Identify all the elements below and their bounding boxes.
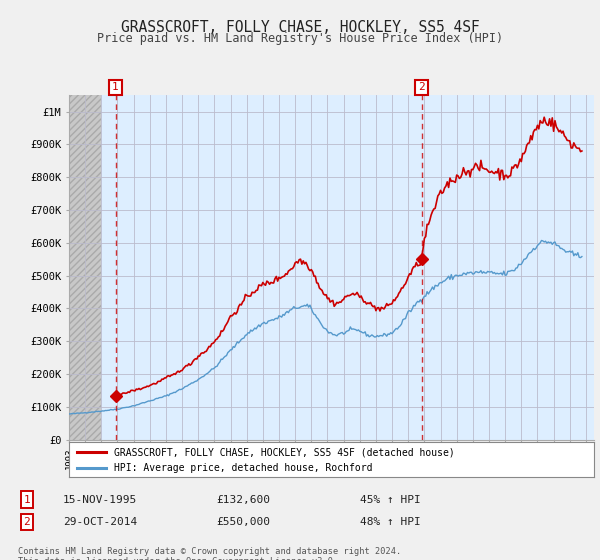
Text: Contains HM Land Registry data © Crown copyright and database right 2024.
This d: Contains HM Land Registry data © Crown c… (18, 547, 401, 560)
Text: 48% ↑ HPI: 48% ↑ HPI (360, 517, 421, 527)
Text: 15-NOV-1995: 15-NOV-1995 (63, 494, 137, 505)
Text: GRASSCROFT, FOLLY CHASE, HOCKLEY, SS5 4SF: GRASSCROFT, FOLLY CHASE, HOCKLEY, SS5 4S… (121, 20, 479, 35)
Text: 1: 1 (112, 82, 119, 92)
Text: £550,000: £550,000 (216, 517, 270, 527)
Text: £132,600: £132,600 (216, 494, 270, 505)
Text: 2: 2 (23, 517, 31, 527)
Bar (69, 95, 101, 440)
Text: 29-OCT-2014: 29-OCT-2014 (63, 517, 137, 527)
Text: 1: 1 (23, 494, 31, 505)
Text: GRASSCROFT, FOLLY CHASE, HOCKLEY, SS5 4SF (detached house): GRASSCROFT, FOLLY CHASE, HOCKLEY, SS5 4S… (113, 447, 454, 457)
Text: HPI: Average price, detached house, Rochford: HPI: Average price, detached house, Roch… (113, 464, 372, 473)
Text: 45% ↑ HPI: 45% ↑ HPI (360, 494, 421, 505)
Text: 2: 2 (418, 82, 425, 92)
Text: Price paid vs. HM Land Registry's House Price Index (HPI): Price paid vs. HM Land Registry's House … (97, 32, 503, 45)
